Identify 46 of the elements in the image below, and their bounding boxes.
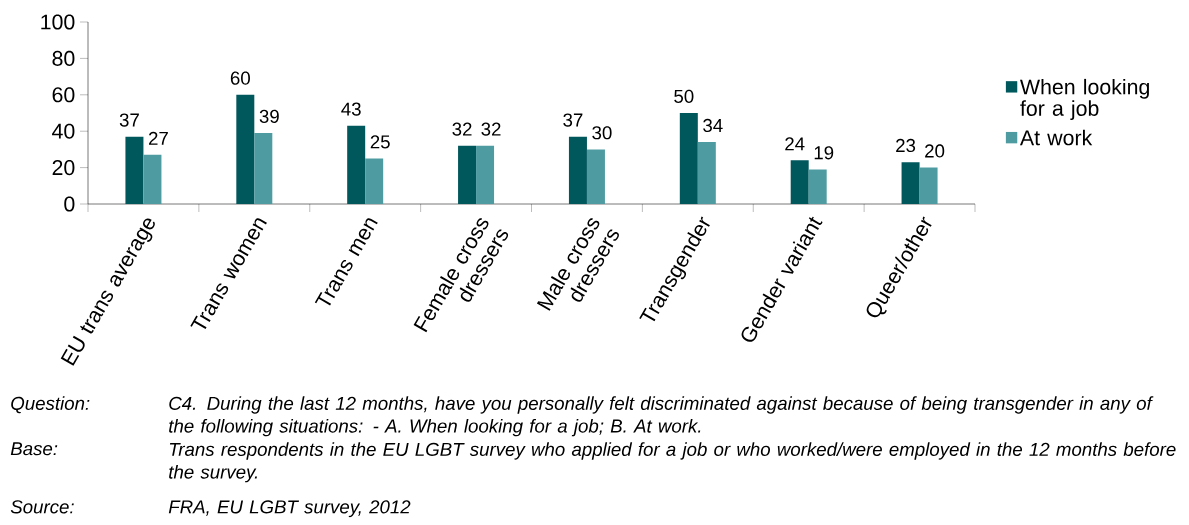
text: Question: <box>11 396 90 414</box>
text: Trans respondents in the EU LGBT survey who applied for a job or who worked/were employed in the 12 months before the survey. <box>169 442 1176 483</box>
data-label: 30 <box>592 126 612 140</box>
bar <box>586 149 605 205</box>
data-label: 39 <box>259 109 279 123</box>
data-label: 23 <box>896 138 916 153</box>
data-label: 60 <box>230 71 250 85</box>
y-tick-label: 40 <box>52 123 75 139</box>
y-tick-label: 20 <box>52 160 75 176</box>
data-label: 25 <box>370 135 390 149</box>
legend-label: At work <box>1019 129 1093 146</box>
y-tick-label: 100 <box>41 14 75 30</box>
text: C4. During the last 12 months, have you personally felt discriminated against because of being transgender in any of the following situations: - A. When looking for a job; B. At work. <box>169 396 1154 437</box>
text: Base: <box>10 442 58 456</box>
bar <box>458 145 477 205</box>
data-label: 43 <box>341 102 361 116</box>
bar <box>697 142 716 205</box>
data-label: 32 <box>481 122 501 136</box>
data-label: 32 <box>452 122 472 136</box>
bar <box>143 154 162 205</box>
data-label: 37 <box>563 113 583 127</box>
legend-label: When looking for a job <box>1020 78 1149 121</box>
bar <box>125 136 144 205</box>
bar <box>568 136 587 205</box>
data-label: 20 <box>925 144 945 158</box>
data-label: 24 <box>785 137 805 151</box>
bar <box>347 125 366 205</box>
bar <box>476 145 495 205</box>
data-label: 19 <box>814 146 834 160</box>
source-note: Source: <box>10 500 74 514</box>
data-label: 34 <box>703 118 723 133</box>
text: FRA, EU LGBT survey, 2012 <box>168 500 411 518</box>
data-label: 37 <box>119 113 139 127</box>
bar <box>679 113 698 205</box>
data-label: 50 <box>674 89 694 103</box>
bar <box>901 162 920 205</box>
bar <box>236 94 255 205</box>
bar <box>254 133 273 205</box>
bar <box>808 169 827 205</box>
bar <box>790 160 809 205</box>
y-tick-label: 60 <box>52 87 75 103</box>
bar <box>365 158 384 205</box>
data-label: 27 <box>149 131 168 145</box>
y-tick-label: 0 <box>64 196 75 212</box>
y-tick-label: 80 <box>52 50 75 66</box>
bar <box>919 167 938 205</box>
